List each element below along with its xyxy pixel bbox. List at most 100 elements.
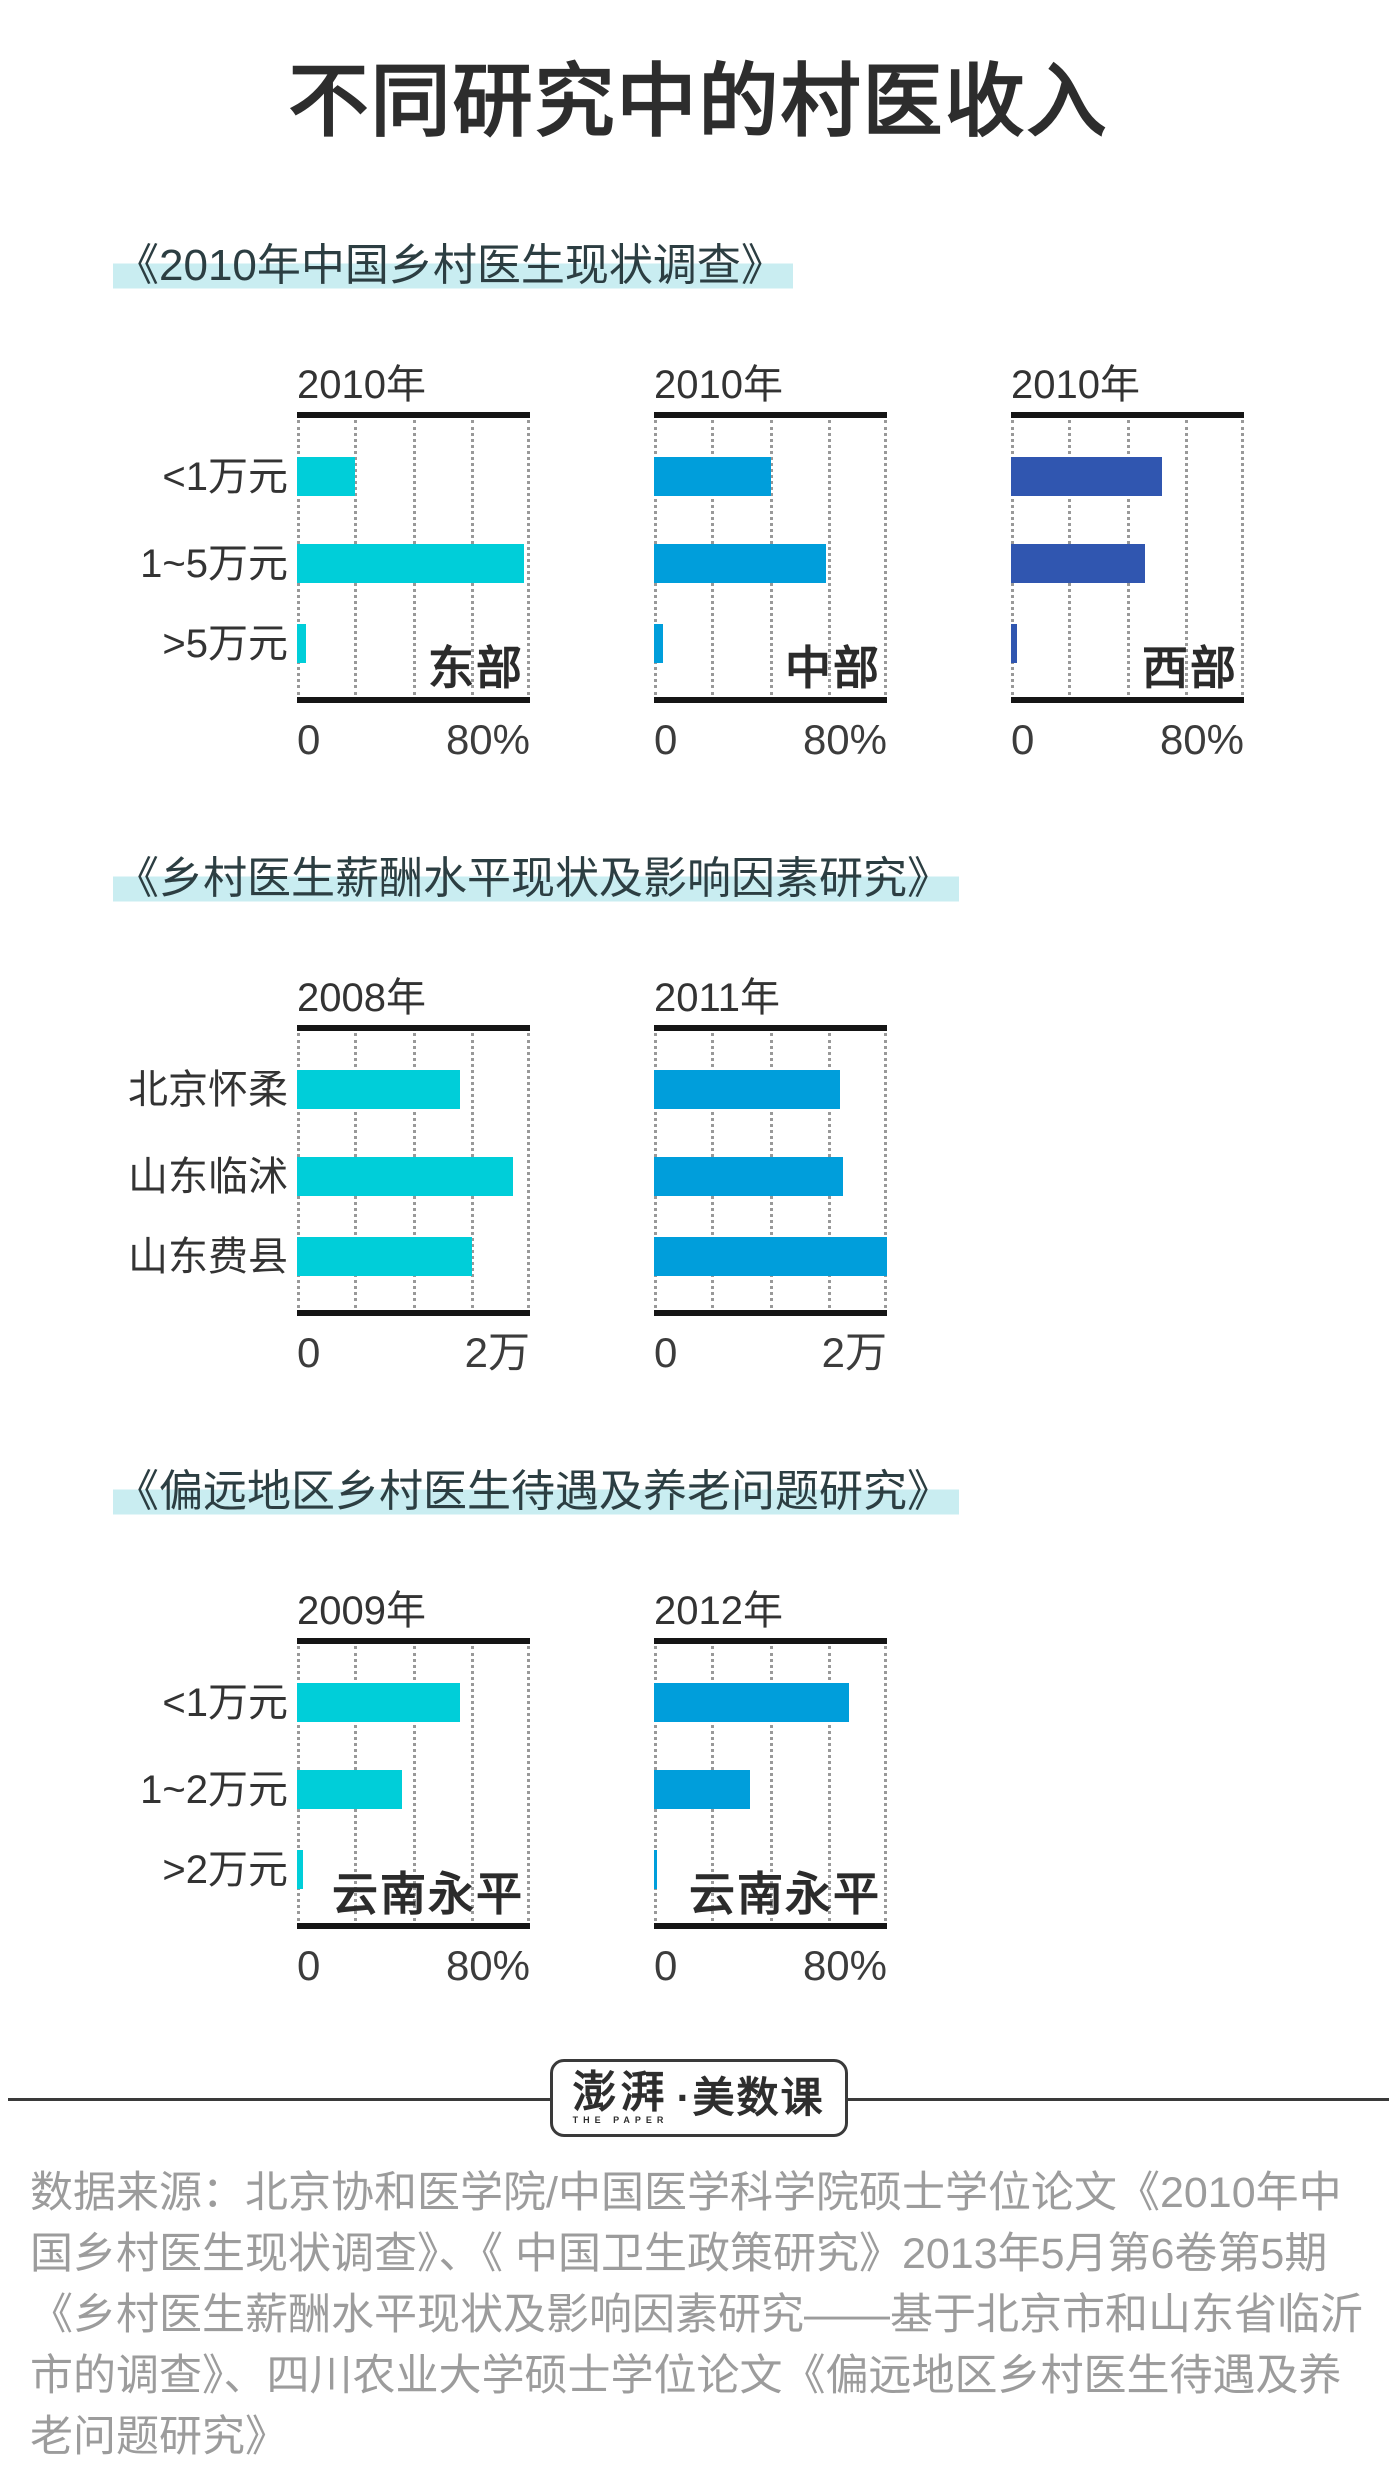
gridline — [527, 420, 530, 695]
chart-year-label: 2011年 — [654, 976, 781, 1020]
bar-chart: 2010年 中部 0 80% — [654, 364, 887, 763]
gridline — [470, 1646, 474, 1921]
brand-divider: 澎湃 THE PAPER ·美数课 — [0, 2059, 1397, 2137]
axis-ticks: 0 2万 — [297, 1330, 530, 1376]
chart-year-label: 2010年 — [1011, 363, 1140, 407]
axis-tick-min: 0 — [297, 1329, 321, 1376]
category-label: >5万元 — [162, 621, 288, 666]
category-labels: <1万元 1~5万元 >5万元 — [0, 364, 288, 763]
gridline — [769, 1646, 773, 1921]
bar — [297, 1683, 461, 1722]
gridline — [527, 1033, 530, 1308]
category-label: >2万元 — [162, 1847, 288, 1892]
bar — [297, 457, 356, 496]
gridline — [1184, 420, 1188, 695]
bar — [297, 544, 525, 583]
bar-chart: 2008年 0 2万 — [297, 977, 530, 1376]
gridline — [884, 1646, 887, 1921]
logo-brand-text: 澎湃 — [572, 2067, 669, 2117]
bar — [654, 457, 771, 496]
category-label: 北京怀柔 — [128, 1067, 288, 1112]
category-label: <1万元 — [162, 454, 288, 499]
charts-row: <1万元 1~5万元 >5万元 2010年 东部 0 80% 2010年 中部 0 80% 2010年… — [0, 364, 1397, 763]
plot-area — [297, 1025, 530, 1316]
study-title-text: 《2010年中国乡村医生现状调查》 — [113, 241, 793, 290]
axis-tick-max: 2万 — [821, 1329, 887, 1376]
axis-tick-max: 80% — [445, 1942, 530, 1989]
the-paper-logo: 澎湃 THE PAPER ·美数课 — [549, 2059, 848, 2137]
axis-tick-min: 0 — [297, 716, 321, 763]
bar — [654, 1683, 850, 1722]
bar-chart: 2010年东部 0 80% — [297, 364, 530, 763]
axis-tick-max: 80% — [445, 716, 530, 763]
bar — [654, 624, 663, 663]
category-label: 山东费县 — [128, 1234, 288, 1279]
axis-ticks: 0 80% — [297, 717, 530, 763]
chart-year-label: 2010年 — [297, 363, 426, 407]
bar — [297, 1157, 513, 1196]
region-label: 云南永平 — [332, 1868, 524, 1920]
gridline — [1241, 420, 1244, 695]
logo-suffix-text: ·美数课 — [676, 2074, 825, 2121]
chart-year-label: 2012年 — [654, 1589, 783, 1633]
category-label: 1~2万元 — [140, 1767, 288, 1812]
plot-area: 西部 — [1011, 412, 1244, 703]
study-section: 《偏远地区乡村医生待遇及养老问题研究》 <1万元 1~2万元 >2万元 2009年云南永… — [0, 1466, 1397, 1989]
category-label: 山东临沭 — [128, 1154, 288, 1199]
study-section: 《2010年中国乡村医生现状调查》 <1万元 1~5万元 >5万元 2010年 东部 0 80… — [0, 240, 1397, 763]
bar — [654, 1157, 843, 1196]
bar — [1011, 624, 1017, 663]
chart-sections: 《2010年中国乡村医生现状调查》 <1万元 1~5万元 >5万元 2010年 东部 0 80… — [0, 240, 1397, 1989]
plot-area: 云南永平 — [654, 1638, 887, 1929]
bar-chart: 2011年 0 2万 — [654, 977, 887, 1376]
bar — [1011, 544, 1145, 583]
study-title: 《2010年中国乡村医生现状调查》 — [113, 240, 1397, 292]
region-label: 云南永平 — [689, 1868, 881, 1920]
axis-tick-max: 2万 — [464, 1329, 530, 1376]
bar — [297, 1850, 303, 1889]
study-section: 《乡村医生薪酬水平现状及影响因素研究》 北京怀柔 山东临沭 山东费县 2008年 0 2万 2… — [0, 853, 1397, 1376]
plot-area — [654, 1025, 887, 1316]
region-label: 东部 — [428, 642, 524, 694]
gridline — [827, 1646, 831, 1921]
axis-ticks: 0 80% — [654, 1943, 887, 1989]
axis-ticks: 0 2万 — [654, 1330, 887, 1376]
gridline — [884, 420, 887, 695]
axis-tick-max: 80% — [802, 716, 887, 763]
logo-brand-wrap: 澎湃 THE PAPER — [572, 2067, 669, 2126]
axis-tick-max: 80% — [802, 1942, 887, 1989]
study-title: 《乡村医生薪酬水平现状及影响因素研究》 — [113, 853, 1397, 905]
chart-year-label: 2009年 — [297, 1589, 426, 1633]
bar — [654, 544, 826, 583]
bar — [1011, 457, 1163, 496]
axis-tick-min: 0 — [1011, 716, 1035, 763]
bar — [654, 1070, 841, 1109]
axis-tick-max: 80% — [1159, 716, 1244, 763]
page-title: 不同研究中的村医收入 — [288, 57, 1109, 146]
bar — [297, 1237, 472, 1276]
study-title-text: 《偏远地区乡村医生待遇及养老问题研究》 — [113, 1467, 959, 1516]
bar-chart: 2012年云南永平 0 80% — [654, 1590, 887, 1989]
bar — [297, 624, 306, 663]
chart-year-label: 2008年 — [297, 976, 426, 1020]
category-labels: <1万元 1~2万元 >2万元 — [0, 1590, 288, 1989]
study-title: 《偏远地区乡村医生待遇及养老问题研究》 — [113, 1466, 1397, 1518]
bar-chart: 2010年西部 0 80% — [1011, 364, 1244, 763]
category-label: 1~5万元 — [140, 541, 288, 586]
category-labels: 北京怀柔山东临沭山东费县 — [0, 977, 288, 1376]
plot-area: 云南永平 — [297, 1638, 530, 1929]
study-title-text: 《乡村医生薪酬水平现状及影响因素研究》 — [113, 854, 959, 903]
axis-ticks: 0 80% — [1011, 717, 1244, 763]
gridline — [827, 420, 831, 695]
axis-tick-min: 0 — [297, 1942, 321, 1989]
chart-year-label: 2010年 — [654, 363, 783, 407]
plot-area: 东部 — [297, 412, 530, 703]
category-label: <1万元 — [162, 1680, 288, 1725]
bar — [654, 1770, 751, 1809]
logo-sub-text: THE PAPER — [572, 2114, 669, 2125]
charts-row: <1万元 1~2万元 >2万元 2009年 云南永平 0 80% 2012年 云南永平 0 80% — [0, 1590, 1397, 1989]
axis-ticks: 0 80% — [654, 717, 887, 763]
region-label: 西部 — [1142, 642, 1238, 694]
gridline — [412, 1646, 416, 1921]
